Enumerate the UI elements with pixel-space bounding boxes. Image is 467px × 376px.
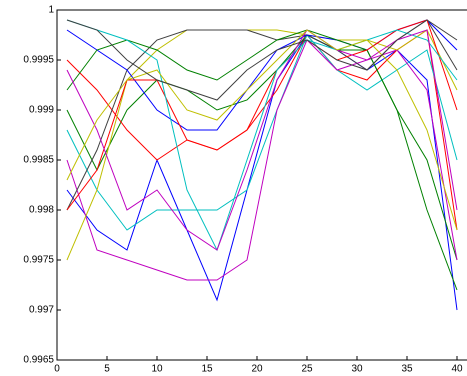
series-line	[66, 39, 458, 281]
series-line	[66, 29, 458, 251]
series-line	[66, 19, 458, 101]
lines	[66, 19, 458, 311]
series-line	[66, 29, 458, 291]
series-line	[66, 34, 458, 231]
series-line	[66, 34, 458, 311]
series-line	[66, 29, 458, 231]
y-tick-label: 0.9965	[23, 355, 54, 366]
x-tick-label: 25	[301, 364, 313, 375]
y-tick-label: 0.999	[29, 105, 54, 116]
series-line	[66, 29, 458, 231]
series-line	[66, 29, 458, 261]
y-tick-label: 0.9985	[23, 155, 54, 166]
x-tick-label: 35	[401, 364, 413, 375]
y-tick-label: 0.997	[29, 305, 54, 316]
y-tick-label: 1	[48, 5, 54, 16]
series-line	[66, 19, 458, 211]
y-tick-label: 0.998	[29, 205, 54, 216]
x-tick-label: 20	[251, 364, 263, 375]
y-tick-label: 0.9995	[23, 55, 54, 66]
x-tick-label: 10	[151, 364, 163, 375]
x-tick-label: 0	[54, 364, 60, 375]
x-tick-label: 5	[104, 364, 110, 375]
x-tick-label: 15	[201, 364, 213, 375]
x-tick-label: 40	[451, 364, 463, 375]
series-line	[66, 19, 458, 252]
x-tick-label: 30	[351, 364, 363, 375]
y-tick-label: 0.9975	[23, 255, 54, 266]
